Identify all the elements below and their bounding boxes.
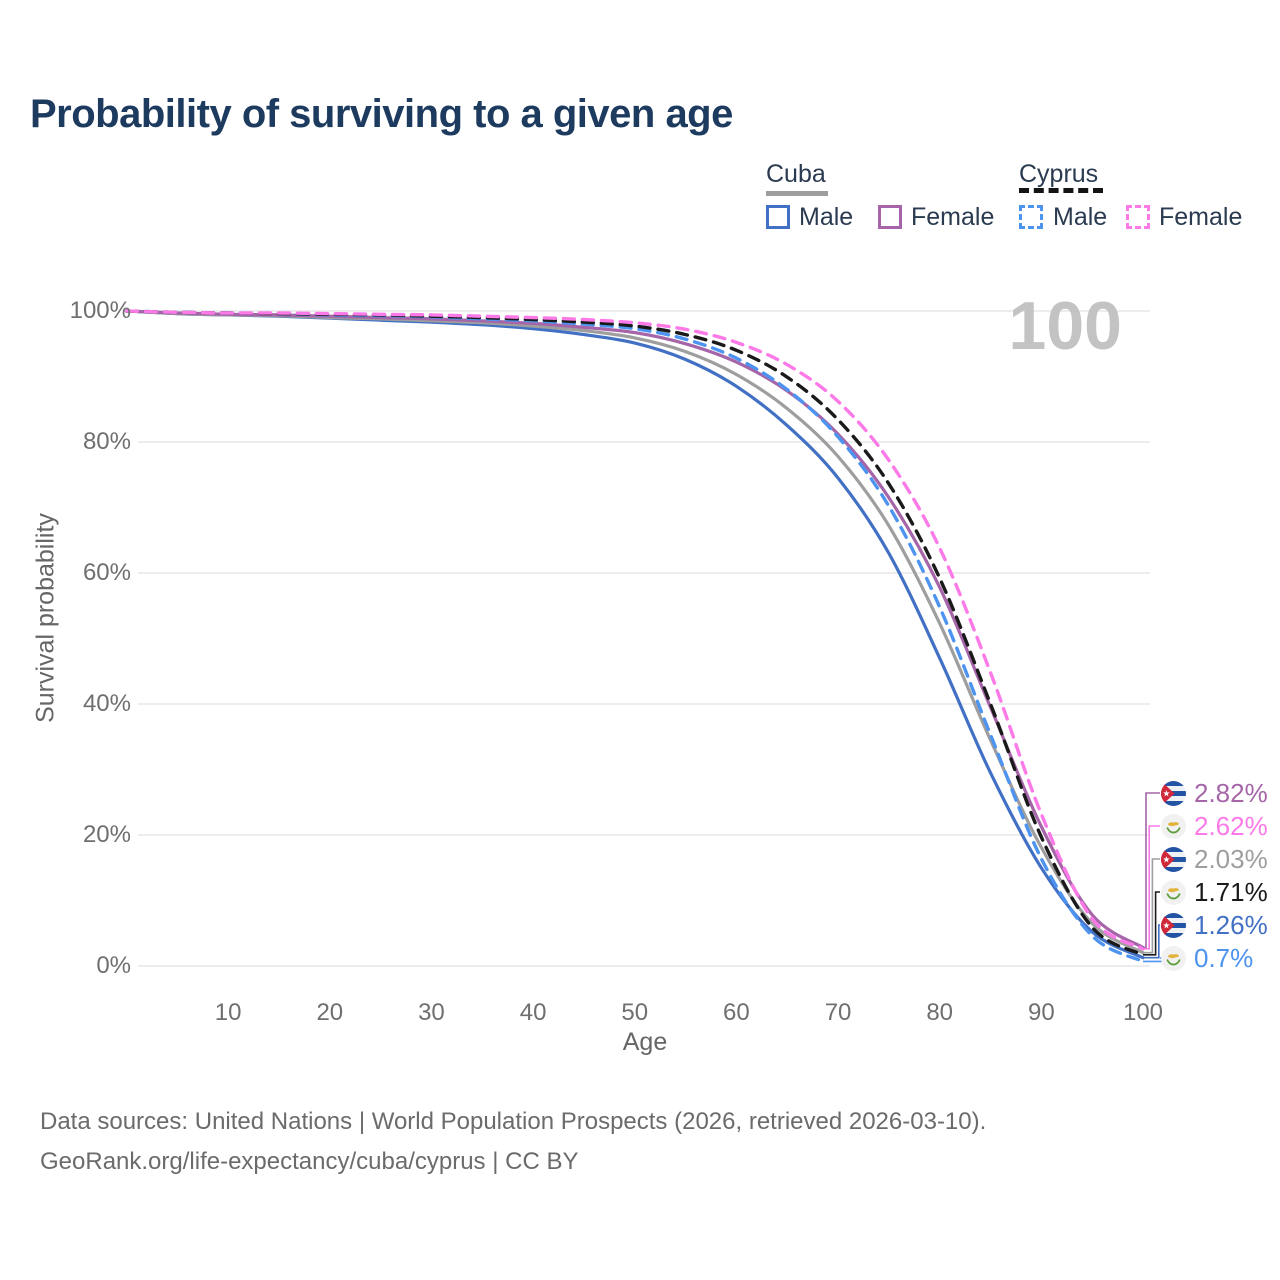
cyprus-flag-icon	[1161, 945, 1186, 971]
series-line-cuba-male[interactable]	[124, 309, 1145, 960]
x-tick-label: 80	[926, 999, 954, 1026]
legend-swatch-cyprus-male[interactable]	[1019, 205, 1043, 229]
legend-label-cyprus-male[interactable]: Male	[1053, 203, 1108, 231]
x-tick-label: 40	[519, 999, 547, 1026]
footer-source-line: Data sources: United Nations | World Pop…	[40, 1108, 987, 1135]
end-label-value: 2.62%	[1194, 810, 1268, 841]
footer-attribution-line: GeoRank.org/life-expectancy/cuba/cyprus …	[40, 1148, 579, 1175]
legend-underline-cuba	[766, 191, 828, 196]
end-label-value: 2.03%	[1194, 843, 1268, 874]
page-title: Probability of surviving to a given age	[30, 92, 733, 136]
x-tick-label: 30	[418, 999, 445, 1026]
end-label-cyprus-both-sexes: 1.71%	[1161, 875, 1268, 909]
end-label-value: 0.7%	[1194, 942, 1254, 973]
end-label-cyprus-female: 2.62%	[1161, 809, 1268, 843]
cyprus-flag-icon	[1161, 813, 1186, 839]
end-label-connector	[1143, 924, 1160, 959]
legend-underline-cyprus	[1019, 188, 1103, 193]
legend-label-cuba-male[interactable]: Male	[799, 203, 854, 231]
y-tick-label: 100%	[69, 297, 131, 324]
end-label-value: 2.82%	[1194, 777, 1268, 808]
end-label-cuba-female: 2.82%	[1161, 776, 1268, 810]
end-label-connector	[1143, 792, 1160, 949]
series-line-cuba-female[interactable]	[124, 309, 1145, 950]
x-tick-label: 50	[621, 999, 649, 1026]
y-tick-label: 20%	[82, 821, 131, 848]
y-tick-label: 0%	[96, 952, 131, 979]
y-tick-label: 60%	[82, 559, 131, 586]
x-tick-label: 60	[723, 999, 750, 1026]
x-tick-label: 10	[214, 999, 242, 1026]
series-line-cyprus-female[interactable]	[124, 309, 1145, 951]
cuba-flag-icon	[1161, 846, 1186, 872]
legend-group-title-cyprus[interactable]: Cyprus	[1019, 160, 1099, 188]
series-line-cyprus-male[interactable]	[124, 309, 1145, 964]
legend-swatch-cuba-female[interactable]	[878, 205, 902, 229]
cuba-flag-icon	[1161, 912, 1186, 938]
end-label-value: 1.26%	[1194, 909, 1268, 940]
series-line-cuba-both-sexes[interactable]	[124, 309, 1145, 955]
y-tick-label: 40%	[82, 690, 131, 717]
legend-label-cyprus-female[interactable]: Female	[1159, 203, 1243, 231]
x-tick-label: 20	[316, 999, 344, 1026]
legend-swatch-cyprus-female[interactable]	[1126, 205, 1150, 229]
x-tick-label: 100	[1122, 999, 1164, 1026]
legend-label-cuba-female[interactable]: Female	[911, 203, 995, 231]
x-tick-label: 90	[1027, 999, 1055, 1026]
cyprus-flag-icon	[1161, 879, 1186, 905]
age-counter-watermark: 100	[1008, 288, 1122, 364]
end-label-cuba-male: 1.26%	[1161, 908, 1268, 942]
legend-group-title-cuba[interactable]: Cuba	[766, 160, 826, 188]
end-label-connector	[1143, 891, 1160, 956]
end-label-connector	[1143, 957, 1163, 963]
legend-swatch-cuba-male[interactable]	[766, 205, 790, 229]
x-tick-label: 70	[824, 999, 852, 1026]
end-label-connector	[1143, 858, 1160, 954]
end-label-cyprus-male: 0.7%	[1161, 941, 1253, 975]
cuba-flag-icon	[1161, 780, 1186, 806]
end-label-connector	[1143, 825, 1160, 950]
end-label-value: 1.71%	[1194, 876, 1268, 907]
y-tick-label: 80%	[82, 428, 131, 455]
series-line-cyprus-both-sexes[interactable]	[124, 309, 1145, 957]
x-axis-title: Age	[622, 1028, 668, 1056]
end-label-cuba-both-sexes: 2.03%	[1161, 842, 1268, 876]
